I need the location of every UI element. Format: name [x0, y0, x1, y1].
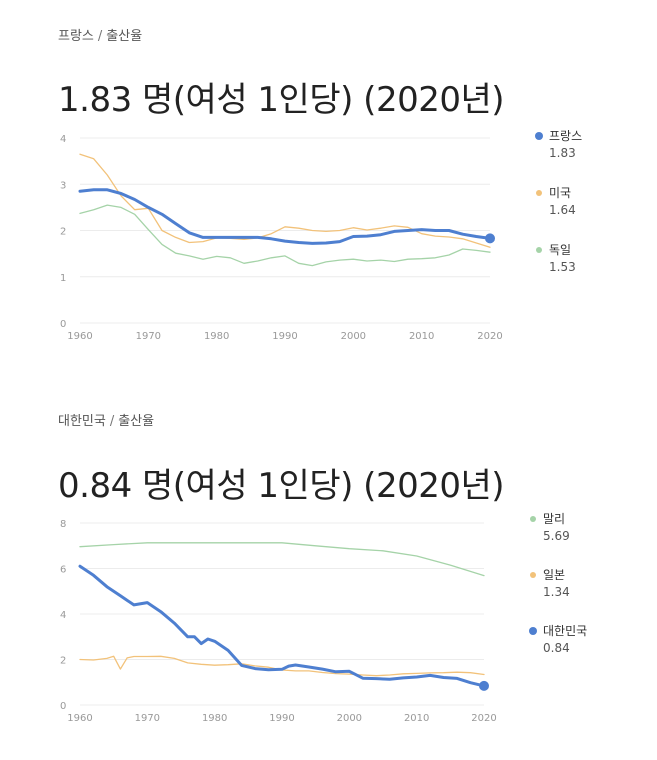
legend-marker	[529, 627, 537, 635]
legend-marker	[530, 572, 536, 578]
x-tick-label: 2010	[404, 713, 429, 724]
breadcrumb-separator: /	[97, 29, 103, 44]
series-line-일본[interactable]	[79, 655, 485, 677]
legend-marker	[530, 516, 536, 522]
legend-series-value: 1.64	[549, 203, 576, 217]
x-tick-label: 2000	[337, 713, 362, 724]
breadcrumb-country[interactable]: 대한민국	[58, 414, 106, 429]
legend-series-value: 1.83	[549, 146, 576, 160]
x-tick-label: 1990	[269, 713, 294, 724]
breadcrumb-metric[interactable]: 출산율	[118, 414, 155, 429]
y-tick-label: 2	[60, 227, 66, 238]
x-tick-label: 2020	[477, 331, 502, 342]
legend-series-name[interactable]: 일본	[543, 568, 565, 582]
x-tick-label: 1970	[135, 713, 160, 724]
legend-series-value: 0.84	[543, 641, 570, 655]
x-tick-label: 1960	[67, 713, 92, 724]
series-line-말리[interactable]	[79, 542, 485, 577]
legend-series-name[interactable]: 말리	[543, 512, 565, 526]
breadcrumb: 대한민국 / 출산율	[58, 410, 154, 429]
breadcrumb-metric[interactable]: 출산율	[106, 29, 143, 44]
legend-series-name[interactable]: 미국	[549, 186, 571, 200]
y-tick-label: 6	[60, 565, 66, 576]
x-tick-label: 1970	[136, 331, 161, 342]
x-tick-label: 2020	[471, 713, 496, 724]
y-tick-label: 3	[60, 180, 66, 191]
legend-marker	[536, 247, 542, 253]
legend-marker	[536, 190, 542, 196]
y-tick-label: 2	[60, 656, 66, 667]
legend-series-name[interactable]: 대한민국	[543, 624, 587, 638]
y-tick-label: 0	[60, 701, 66, 712]
legend-series-value: 1.34	[543, 585, 570, 599]
x-tick-label: 1980	[202, 713, 227, 724]
y-tick-label: 0	[60, 319, 66, 330]
legend-series-name[interactable]: 독일	[549, 243, 571, 257]
legend-series-value: 5.69	[543, 529, 570, 543]
x-tick-label: 1960	[67, 331, 92, 342]
line-chart-france: 0 1 2 3 4 1960 1970 1980 1990 2000 2010 2020 프랑스 1.83…	[60, 129, 582, 342]
legend-marker	[535, 132, 543, 140]
series-line-대한민국[interactable]	[78, 564, 486, 688]
breadcrumb: 프랑스 / 출산율	[58, 25, 142, 44]
series-endpoint-marker[interactable]	[479, 680, 489, 691]
y-tick-label: 1	[60, 273, 66, 284]
series-line-독일[interactable]	[79, 204, 491, 267]
chart-panel-france: 프랑스 / 출산율 1.83 명(여성 1인당) (2020년) 0 1 2 3 4 1960…	[58, 25, 582, 342]
headline-value: 1.83 명(여성 1인당) (2020년)	[58, 80, 505, 120]
x-tick-label: 1990	[272, 331, 297, 342]
x-tick-label: 2010	[409, 331, 434, 342]
x-tick-label: 1980	[204, 331, 229, 342]
breadcrumb-separator: /	[109, 414, 115, 429]
breadcrumb-country[interactable]: 프랑스	[58, 29, 94, 44]
x-tick-label: 2000	[341, 331, 366, 342]
y-tick-label: 8	[60, 519, 66, 530]
series-endpoint-marker[interactable]	[485, 233, 495, 244]
headline-value: 0.84 명(여성 1인당) (2020년)	[58, 466, 505, 506]
legend-series-name[interactable]: 프랑스	[549, 129, 582, 143]
y-tick-label: 4	[60, 610, 66, 621]
series-line-프랑스[interactable]	[78, 188, 492, 245]
legend-series-value: 1.53	[549, 260, 576, 274]
y-tick-label: 4	[60, 134, 66, 145]
